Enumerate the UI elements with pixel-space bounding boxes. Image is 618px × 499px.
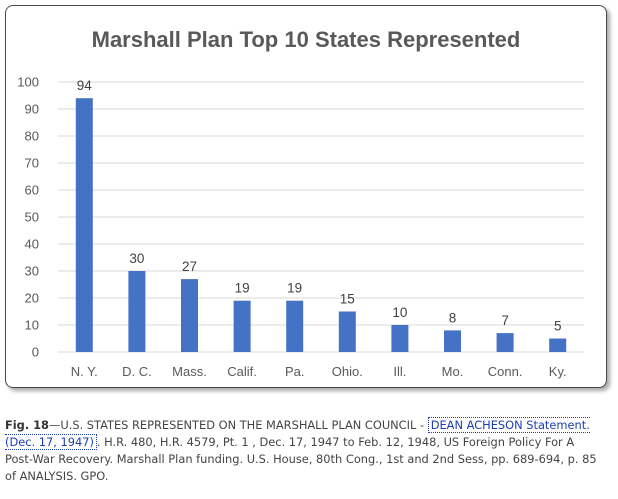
caption-text-before: —U.S. STATES REPRESENTED ON THE MARSHALL… bbox=[48, 418, 428, 432]
data-label: 19 bbox=[287, 281, 302, 296]
y-tick-label: 10 bbox=[25, 318, 39, 333]
bars: 94 30 27 19 19 15 10 8 7 5 bbox=[75, 78, 567, 352]
y-axis: 0 10 20 30 40 50 60 70 80 90 100 bbox=[17, 75, 39, 360]
x-tick-label: Mass. bbox=[172, 364, 207, 379]
data-label: 94 bbox=[77, 78, 93, 93]
y-tick-label: 90 bbox=[25, 102, 39, 117]
x-tick-label: N. Y. bbox=[71, 364, 98, 379]
y-tick-label: 60 bbox=[25, 183, 39, 198]
figure-caption: Fig. 18—U.S. STATES REPRESENTED ON THE M… bbox=[5, 417, 603, 485]
data-label: 30 bbox=[129, 251, 144, 266]
x-tick-label: Calif. bbox=[227, 364, 257, 379]
y-tick-label: 40 bbox=[25, 237, 39, 252]
data-label: 5 bbox=[554, 319, 562, 334]
x-tick-label: D. C. bbox=[122, 364, 152, 379]
y-tick-label: 0 bbox=[32, 345, 39, 360]
bar bbox=[338, 311, 356, 352]
chart-frame: Marshall Plan Top 10 States Represented … bbox=[5, 5, 607, 388]
data-label: 10 bbox=[392, 305, 407, 320]
y-tick-label: 50 bbox=[25, 210, 39, 225]
bar bbox=[286, 300, 304, 352]
gridlines bbox=[58, 81, 584, 353]
y-tick-label: 20 bbox=[25, 291, 39, 306]
bar bbox=[75, 98, 93, 352]
data-label: 8 bbox=[449, 310, 457, 325]
bar bbox=[444, 330, 461, 352]
data-label: 27 bbox=[182, 259, 197, 274]
bar bbox=[181, 279, 198, 352]
x-tick-label: Ill. bbox=[393, 364, 406, 379]
bar bbox=[391, 325, 409, 352]
x-tick-label: Ohio. bbox=[332, 364, 363, 379]
bar bbox=[233, 300, 251, 352]
x-tick-label: Pa. bbox=[285, 364, 305, 379]
bar bbox=[128, 271, 146, 352]
y-tick-label: 30 bbox=[25, 264, 39, 279]
source-link[interactable]: DEAN ACHESON Statement. (Dec. 17, 1947) bbox=[5, 417, 590, 450]
x-tick-label: Mo. bbox=[442, 364, 464, 379]
bar-chart: Marshall Plan Top 10 States Represented … bbox=[17, 27, 584, 379]
y-tick-label: 70 bbox=[25, 156, 39, 171]
figure-label: Fig. 18 bbox=[5, 418, 49, 432]
x-tick-label: Ky. bbox=[549, 364, 567, 379]
chart-title: Marshall Plan Top 10 States Represented bbox=[92, 27, 521, 52]
y-tick-label: 80 bbox=[25, 129, 39, 144]
x-tick-label: Conn. bbox=[488, 364, 523, 379]
y-tick-label: 100 bbox=[17, 75, 39, 90]
bar bbox=[496, 333, 514, 352]
data-label: 7 bbox=[501, 313, 509, 328]
bar bbox=[549, 338, 567, 352]
x-axis: N. Y. D. C. Mass. Calif. Pa. Ohio. Ill. Mo. Conn… bbox=[71, 364, 567, 379]
data-label: 19 bbox=[235, 281, 250, 296]
caption-text-after: . H.R. 480, H.R. 4579, Pt. 1 , Dec. 17, … bbox=[5, 435, 597, 483]
data-label: 15 bbox=[340, 292, 355, 307]
